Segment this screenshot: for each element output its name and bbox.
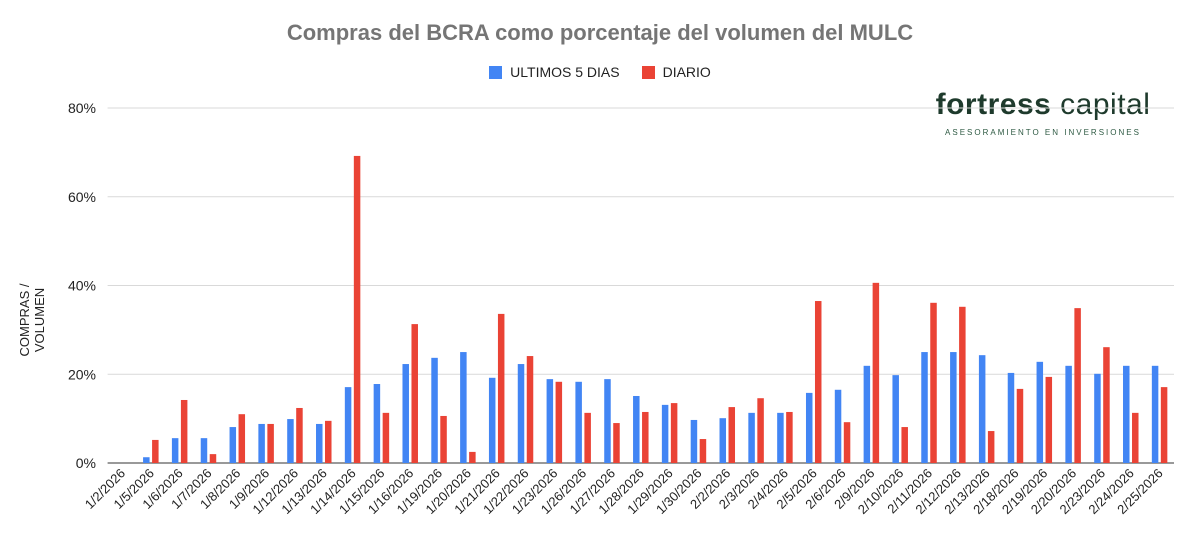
bar-ultimos-5-dias	[950, 352, 957, 463]
bar-diario	[497, 313, 505, 463]
bar-ultimos-5-dias	[777, 412, 784, 463]
bar-ultimos-5-dias	[834, 389, 842, 463]
bar-ultimos-5-dias	[1036, 361, 1044, 463]
y-tick-label: 0%	[76, 455, 96, 471]
bar-diario	[1103, 347, 1110, 463]
bar-ultimos-5-dias	[143, 457, 150, 463]
legend-item-diario[interactable]: DIARIO	[641, 64, 711, 80]
logo-name-light: capital	[1060, 88, 1151, 121]
bar-ultimos-5-dias	[863, 365, 871, 463]
bar-ultimos-5-dias	[1123, 365, 1130, 463]
bar-diario	[526, 356, 534, 463]
bar-ultimos-5-dias	[344, 387, 352, 463]
bar-diario	[411, 324, 418, 463]
bar-diario	[584, 412, 591, 463]
bar-ultimos-5-dias	[1007, 372, 1015, 463]
bar-ultimos-5-dias	[200, 438, 208, 463]
bar-ultimos-5-dias	[258, 423, 265, 463]
bar-diario	[728, 407, 736, 463]
bar-ultimos-5-dias	[978, 355, 986, 463]
legend: ULTIMOS 5 DIAS DIARIO	[0, 64, 1200, 80]
bar-diario	[267, 423, 274, 463]
legend-swatch-red	[641, 65, 655, 79]
bar-diario	[325, 420, 332, 463]
bar-diario	[670, 403, 678, 463]
y-tick-label: 60%	[68, 189, 96, 205]
bar-diario	[786, 411, 793, 463]
bar-diario	[1160, 387, 1168, 463]
chart-title: Compras del BCRA como porcentaje del vol…	[286, 20, 914, 45]
y-tick-label: 40%	[68, 278, 96, 294]
bar-ultimos-5-dias	[661, 404, 669, 463]
bar-diario	[930, 302, 937, 463]
bar-diario	[469, 451, 476, 463]
bar-diario	[238, 414, 246, 463]
bar-ultimos-5-dias	[460, 352, 467, 463]
bar-diario	[555, 381, 563, 463]
bar-ultimos-5-dias	[517, 364, 525, 463]
bar-ultimos-5-dias	[1065, 365, 1072, 463]
bar-diario	[843, 422, 851, 463]
bar-diario	[382, 412, 390, 463]
bar-ultimos-5-dias	[546, 379, 554, 463]
fortress-capital-logo: fortress capital ASESORAMIENTO EN INVERS…	[928, 88, 1158, 137]
bar-diario	[180, 399, 188, 463]
bar-diario	[699, 439, 707, 463]
bar-diario	[959, 306, 966, 463]
y-tick-label: 20%	[68, 366, 96, 382]
logo-tagline: ASESORAMIENTO EN INVERSIONES	[945, 128, 1141, 137]
bar-ultimos-5-dias	[229, 427, 237, 463]
bar-ultimos-5-dias	[488, 377, 496, 463]
bar-ultimos-5-dias	[604, 379, 611, 463]
bar-ultimos-5-dias	[719, 418, 727, 463]
bar-diario	[353, 155, 361, 464]
bar-ultimos-5-dias	[1151, 365, 1159, 463]
bar-diario	[1045, 376, 1053, 463]
bar-diario	[1074, 308, 1081, 463]
logo-name-bold: fortress	[935, 88, 1052, 121]
bar-ultimos-5-dias	[748, 412, 755, 463]
bar-diario	[1016, 388, 1024, 463]
bar-diario	[440, 415, 447, 463]
bar-ultimos-5-dias	[431, 357, 438, 463]
bar-ultimos-5-dias	[892, 375, 899, 463]
bar-diario	[642, 411, 649, 463]
bar-ultimos-5-dias	[171, 438, 179, 463]
bar-diario	[872, 282, 880, 463]
bar-diario	[296, 407, 303, 463]
bar-diario	[209, 454, 217, 463]
bar-diario	[987, 431, 995, 463]
bar-diario	[757, 398, 764, 463]
bar-ultimos-5-dias	[287, 419, 294, 463]
bar-ultimos-5-dias	[575, 381, 582, 463]
bar-diario	[1132, 412, 1139, 463]
bar-diario	[613, 423, 620, 463]
bar-ultimos-5-dias	[316, 423, 323, 463]
bar-ultimos-5-dias	[402, 364, 409, 463]
legend-label: ULTIMOS 5 DIAS	[510, 64, 620, 80]
bar-ultimos-5-dias	[690, 419, 698, 463]
bar-ultimos-5-dias	[1094, 373, 1101, 463]
bar-diario	[152, 439, 159, 463]
legend-label: DIARIO	[662, 64, 711, 80]
legend-item-ultimos-5-dias[interactable]: ULTIMOS 5 DIAS	[489, 64, 620, 80]
bar-ultimos-5-dias	[633, 395, 640, 463]
bar-ultimos-5-dias	[805, 392, 813, 463]
bar-ultimos-5-dias	[921, 352, 928, 463]
bar-diario	[901, 427, 908, 463]
bar-ultimos-5-dias	[373, 384, 381, 463]
legend-swatch-blue	[489, 65, 503, 79]
y-tick-label: 80%	[68, 100, 96, 116]
bar-diario	[814, 301, 822, 463]
